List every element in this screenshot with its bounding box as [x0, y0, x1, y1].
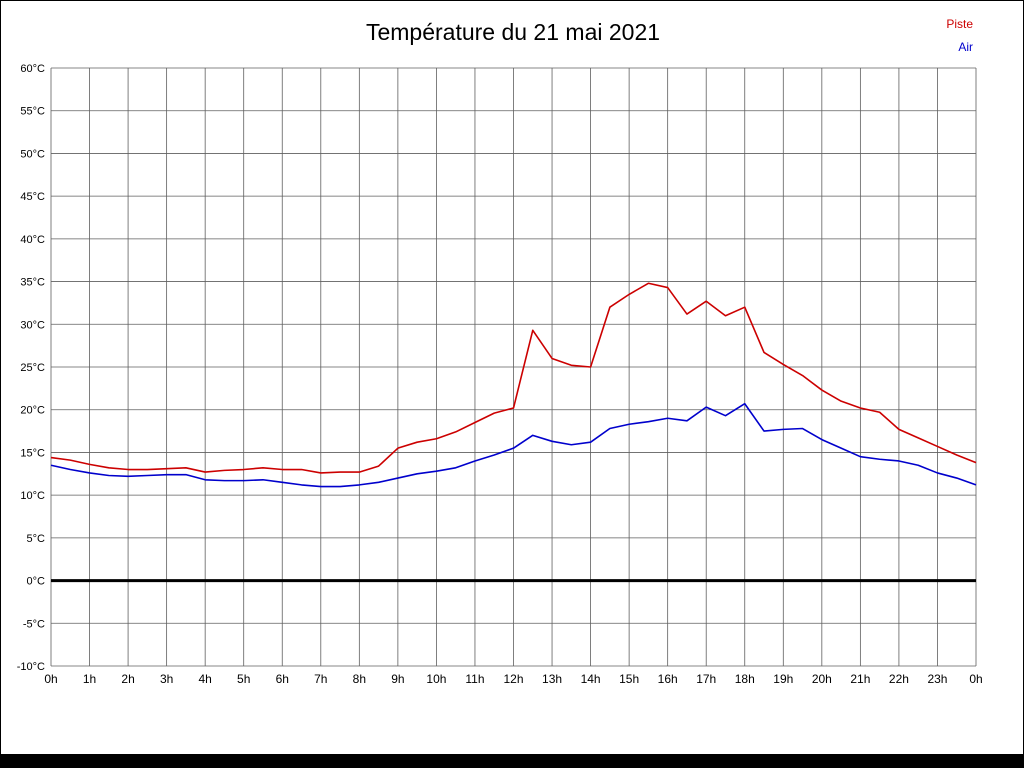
x-tick-label: 9h [391, 672, 404, 686]
y-tick-label: -5°C [23, 618, 45, 630]
x-tick-label: 16h [658, 672, 678, 686]
series-line-air [50, 402, 977, 488]
x-tick-label: 5h [237, 672, 250, 686]
x-tick-label: 0h [969, 672, 982, 686]
x-tick-label: 18h [735, 672, 755, 686]
y-tick-label: 55°C [20, 106, 45, 118]
y-tick-label: 25°C [20, 362, 45, 374]
x-tick-label: 8h [353, 672, 366, 686]
legend-piste-label: Piste [946, 17, 973, 31]
x-tick-label: 20h [812, 672, 832, 686]
y-tick-label: 50°C [20, 148, 45, 160]
x-tick-label: 3h [160, 672, 173, 686]
x-tick-label: 17h [696, 672, 716, 686]
x-tick-label: 14h [581, 672, 601, 686]
x-tick-label: 6h [276, 672, 289, 686]
y-tick-label: 15°C [20, 447, 45, 459]
y-tick-label: 60°C [20, 63, 45, 75]
legend-air-label: Air [958, 40, 973, 54]
bottom-black-bar [1, 754, 1023, 767]
x-tick-label: 11h [465, 672, 484, 686]
x-tick-label: 1h [83, 672, 96, 686]
x-tick-label: 2h [121, 672, 134, 686]
y-tick-label: 20°C [20, 405, 45, 417]
x-tick-label: 23h [927, 672, 947, 686]
y-tick-label: 40°C [20, 234, 45, 246]
x-tick-label: 12h [503, 672, 523, 686]
x-tick-label: 22h [889, 672, 909, 686]
x-tick-label: 13h [542, 672, 562, 686]
y-tick-label: 0°C [27, 576, 46, 588]
y-tick-label: 10°C [20, 490, 45, 502]
series-line-piste [50, 282, 977, 474]
y-tick-label: 30°C [20, 319, 45, 331]
y-tick-label: -10°C [17, 661, 45, 673]
y-tick-label: 45°C [20, 191, 45, 203]
x-tick-label: 0h [44, 672, 57, 686]
x-tick-label: 21h [850, 672, 870, 686]
y-tick-label: 5°C [27, 533, 46, 545]
legend: Piste Air [946, 13, 973, 59]
y-tick-label: 35°C [20, 277, 45, 289]
chart-title: Température du 21 mai 2021 [365, 19, 661, 45]
x-tick-label: 15h [619, 672, 639, 686]
x-tick-label: 10h [426, 672, 446, 686]
x-tick-label: 7h [314, 672, 327, 686]
x-tick-label: 4h [198, 672, 211, 686]
x-tick-label: 19h [773, 672, 793, 686]
